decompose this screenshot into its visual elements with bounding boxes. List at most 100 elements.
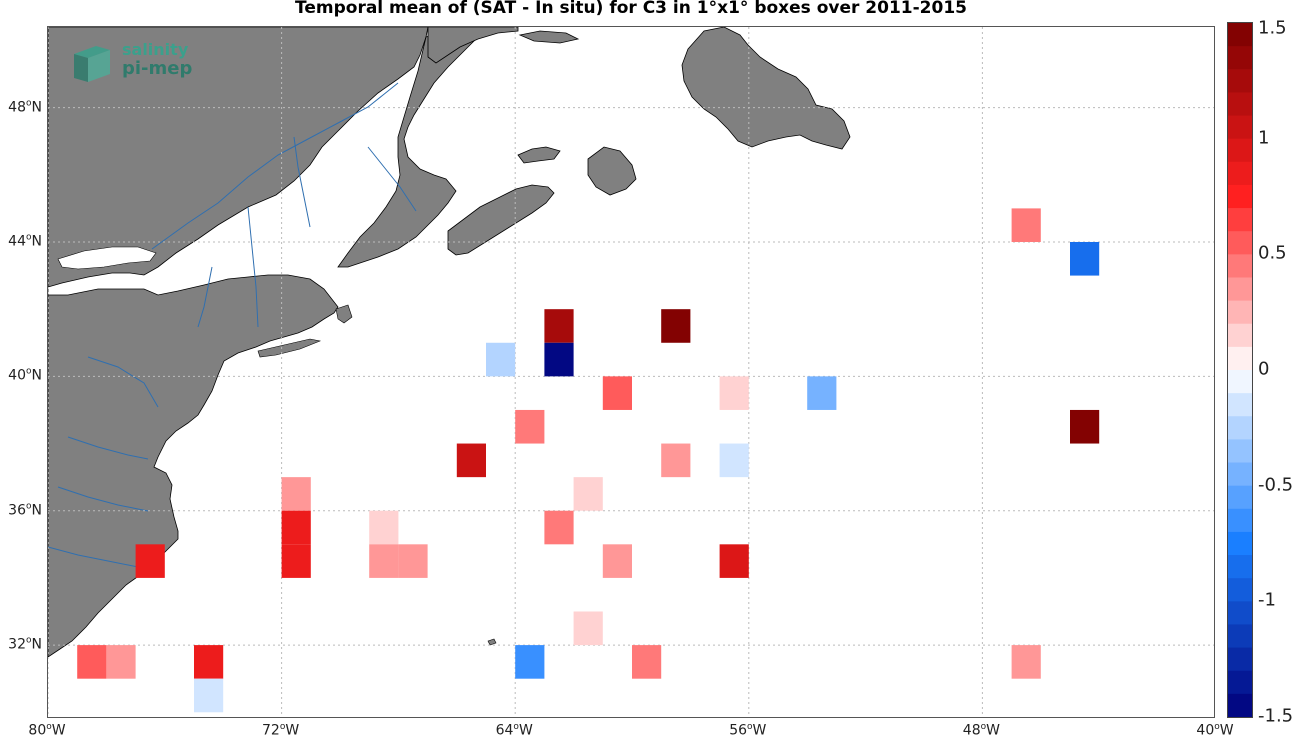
colorbar-swatch <box>1228 393 1252 417</box>
colorbar-scale <box>1228 23 1252 717</box>
quebec-north-shore <box>427 27 519 64</box>
tick-hemisphere: W <box>518 722 533 739</box>
data-cell <box>194 645 224 679</box>
tick-hemisphere: N <box>31 367 42 384</box>
tick-hemisphere: W <box>986 722 1000 739</box>
tick-degree: 56 <box>729 722 748 739</box>
colorbar-swatch <box>1228 69 1252 93</box>
lon-tick-label: 48oW <box>962 722 1000 739</box>
tick-degree: 72 <box>262 722 280 739</box>
data-cell <box>1011 645 1041 679</box>
data-cell <box>544 309 574 343</box>
connecticut-river <box>247 206 259 328</box>
data-cell <box>719 544 749 578</box>
salinity-pi-mep-logo: salinity pi-mep <box>70 40 210 86</box>
map-canvas <box>48 27 1214 717</box>
data-cell <box>1011 208 1041 242</box>
colorbar-tick-label: 0.5 <box>1258 242 1287 264</box>
colorbar-swatch <box>1228 508 1252 533</box>
data-cell <box>661 443 691 478</box>
data-cell <box>281 510 311 545</box>
data-cell <box>719 443 749 478</box>
tick-hemisphere: W <box>1219 722 1234 739</box>
colorbar-swatch <box>1228 138 1252 163</box>
data-cell <box>544 342 574 377</box>
land-layer <box>48 27 851 658</box>
map-area <box>47 26 1215 718</box>
lon-tick-label: 56oW <box>729 722 767 739</box>
logo-line2: pi-mep <box>122 58 193 79</box>
tick-degree: 32 <box>8 636 26 653</box>
colorbar-swatch <box>1228 46 1252 70</box>
tick-hemisphere: W <box>51 722 66 739</box>
data-cell <box>106 645 136 679</box>
north-america-landmass <box>48 27 429 658</box>
data-cell <box>515 409 545 444</box>
roanoke-river <box>48 546 139 568</box>
tick-degree: 40 <box>8 367 26 384</box>
colorbar-swatch <box>1228 254 1252 278</box>
colorbar-swatch <box>1228 277 1252 302</box>
lat-tick-label: 32oN <box>8 635 42 653</box>
tick-hemisphere: W <box>752 722 767 739</box>
colorbar <box>1227 22 1253 718</box>
tick-degree: 80 <box>28 722 47 739</box>
colorbar-swatch <box>1228 370 1252 394</box>
gaspe-peninsula <box>337 27 489 268</box>
kennebec-river <box>293 136 311 228</box>
colorbar-swatch <box>1228 23 1252 47</box>
data-cell <box>194 678 224 713</box>
lat-tick-label: 36oN <box>8 501 42 519</box>
data-cell <box>719 376 749 410</box>
data-cell <box>281 477 311 511</box>
colorbar-swatch <box>1228 693 1252 717</box>
data-cell <box>77 645 107 679</box>
nova-scotia <box>447 184 555 256</box>
colorbar-swatch <box>1228 670 1252 695</box>
potomac-river <box>67 436 149 460</box>
data-cell <box>602 376 632 410</box>
colorbar-swatch <box>1228 300 1252 325</box>
lon-tick-label: 64oW <box>495 722 533 739</box>
data-cell <box>369 510 399 545</box>
logo-icon <box>74 46 110 82</box>
tick-degree: 36 <box>8 502 26 519</box>
colorbar-swatch <box>1228 485 1252 510</box>
data-cell <box>135 544 165 578</box>
logo-line1: salinity <box>122 40 189 59</box>
prince-edward-island <box>517 146 561 164</box>
data-cell <box>807 376 837 410</box>
saint-john-river <box>367 146 417 212</box>
tick-degree: 48 <box>962 722 981 739</box>
colorbar-tick-label: 0 <box>1258 358 1270 380</box>
james-river <box>57 486 149 512</box>
colorbar-tick-label: -0.5 <box>1258 474 1294 496</box>
colorbar-swatch <box>1228 115 1252 140</box>
data-cell <box>281 544 311 578</box>
data-cell <box>573 477 603 511</box>
colorbar-swatch <box>1228 531 1252 556</box>
colorbar-swatch <box>1228 578 1252 602</box>
tick-hemisphere: N <box>31 98 42 115</box>
colorbar-swatch <box>1228 416 1252 440</box>
colorbar-swatch <box>1228 624 1252 649</box>
data-cells-layer <box>77 208 1100 713</box>
tick-degree: 48 <box>8 98 26 115</box>
data-cell <box>486 342 516 377</box>
colorbar-swatch <box>1228 92 1252 117</box>
data-cell <box>1070 409 1100 444</box>
long-island <box>257 338 322 358</box>
colorbar-tick-label: 1.5 <box>1258 17 1287 39</box>
tick-degree: 64 <box>495 722 514 739</box>
lat-tick-label: 48oN <box>8 98 42 115</box>
bermuda <box>487 638 497 646</box>
tick-hemisphere: N <box>31 502 42 519</box>
tick-hemisphere: W <box>285 722 300 739</box>
colorbar-swatch <box>1228 439 1252 464</box>
data-cell <box>544 510 574 545</box>
colorbar-swatch <box>1228 231 1252 255</box>
colorbar-swatch <box>1228 208 1252 232</box>
colorbar-swatch <box>1228 601 1252 625</box>
data-cell <box>1070 241 1100 276</box>
lat-tick-label: 44oN <box>8 232 42 250</box>
